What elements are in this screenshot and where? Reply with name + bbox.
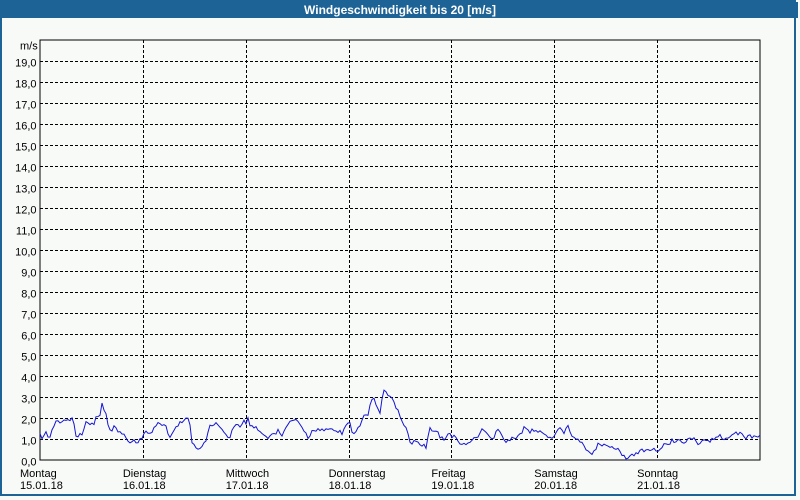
svg-text:10,0: 10,0: [15, 247, 36, 259]
svg-text:6,0: 6,0: [21, 331, 36, 343]
svg-text:14,0: 14,0: [15, 163, 36, 175]
svg-text:Dienstag: Dienstag: [123, 468, 166, 480]
svg-text:7,0: 7,0: [21, 310, 36, 322]
svg-text:15.01.18: 15.01.18: [20, 480, 63, 492]
svg-text:16.01.18: 16.01.18: [123, 480, 166, 492]
svg-text:9,0: 9,0: [21, 268, 36, 280]
svg-text:20.01.18: 20.01.18: [534, 480, 577, 492]
svg-text:5,0: 5,0: [21, 352, 36, 364]
svg-text:4,0: 4,0: [21, 373, 36, 385]
svg-text:Mittwoch: Mittwoch: [226, 468, 269, 480]
svg-text:16,0: 16,0: [15, 121, 36, 133]
svg-text:17.01.18: 17.01.18: [226, 480, 269, 492]
svg-text:0,0: 0,0: [21, 457, 36, 469]
svg-text:m/s: m/s: [20, 41, 38, 53]
svg-text:1,0: 1,0: [21, 436, 36, 448]
svg-text:18,0: 18,0: [15, 79, 36, 91]
svg-text:15,0: 15,0: [15, 142, 36, 154]
svg-text:19.01.18: 19.01.18: [431, 480, 474, 492]
svg-text:13,0: 13,0: [15, 184, 36, 196]
svg-text:3,0: 3,0: [21, 394, 36, 406]
svg-text:18.01.18: 18.01.18: [329, 480, 372, 492]
svg-text:Sonntag: Sonntag: [637, 468, 678, 480]
svg-text:11,0: 11,0: [16, 226, 37, 238]
svg-text:Freitag: Freitag: [431, 468, 465, 480]
svg-text:17,0: 17,0: [15, 100, 36, 112]
svg-text:12,0: 12,0: [15, 205, 36, 217]
svg-text:Donnerstag: Donnerstag: [329, 468, 386, 480]
svg-text:Samstag: Samstag: [534, 468, 577, 480]
svg-text:Montag: Montag: [20, 468, 57, 480]
svg-text:21.01.18: 21.01.18: [637, 480, 680, 492]
svg-text:19,0: 19,0: [15, 58, 36, 70]
svg-text:8,0: 8,0: [21, 289, 36, 301]
svg-text:2,0: 2,0: [21, 415, 36, 427]
